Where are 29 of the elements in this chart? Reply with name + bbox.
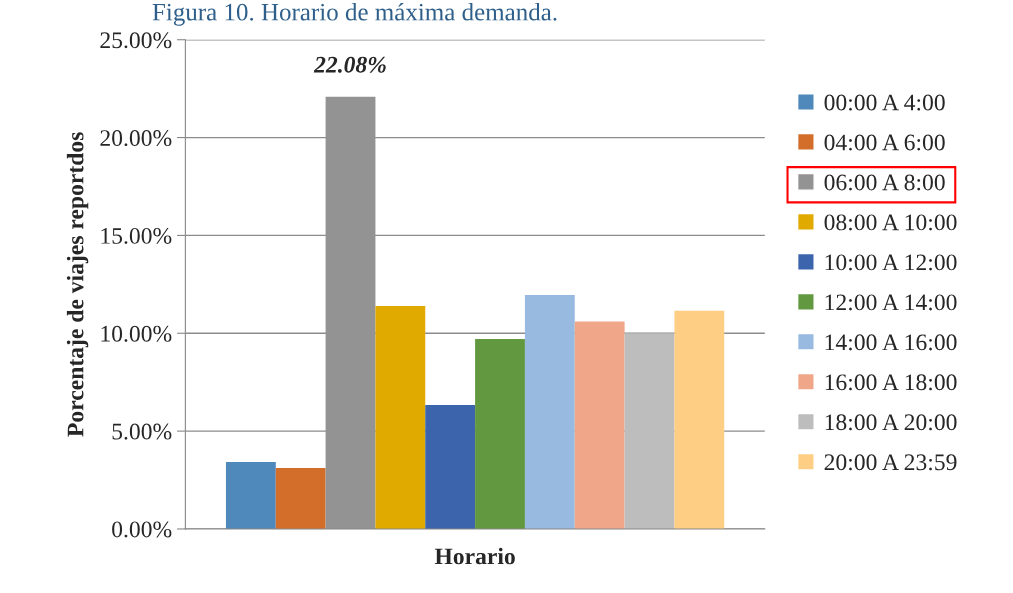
y-tick-label: 25.00% bbox=[100, 32, 172, 49]
y-tick-label: 10.00% bbox=[101, 325, 172, 342]
legend-label: 08:00 A 10:00 bbox=[824, 214, 957, 231]
y-tick-label: 20.00% bbox=[100, 130, 172, 147]
y-tick-label: 15.00% bbox=[101, 227, 172, 244]
legend-label: 18:00 A 20:00 bbox=[825, 414, 957, 431]
chart-title: Figura 10. Horario de máxima demanda. bbox=[152, 2, 557, 26]
legend-label: 10:00 A 12:00 bbox=[825, 254, 957, 271]
legend-label: 06:00 A 8:00 bbox=[824, 174, 945, 191]
legend-label: 20:00 A 23:59 bbox=[824, 454, 957, 471]
bar bbox=[475, 338, 525, 529]
legend-label: 14:00 A 16:00 bbox=[825, 334, 957, 351]
bar bbox=[624, 333, 675, 529]
bar bbox=[375, 306, 426, 529]
y-tick-label: 0.00% bbox=[112, 521, 172, 538]
legend-label: 00:00 A 4:00 bbox=[824, 94, 945, 111]
bar bbox=[674, 310, 725, 529]
bar bbox=[425, 405, 476, 529]
legend-label: 04:00 A 6:00 bbox=[824, 134, 945, 151]
y-tick-label: 5.00% bbox=[112, 423, 172, 440]
bar bbox=[275, 467, 326, 529]
bar bbox=[574, 321, 625, 529]
x-axis-title: Horario bbox=[434, 547, 515, 565]
legend-label: 16:00 A 18:00 bbox=[825, 374, 957, 391]
data-label: 22.08% bbox=[313, 56, 386, 73]
bar bbox=[225, 462, 276, 529]
bar bbox=[524, 294, 575, 529]
legend-label: 12:00 A 14:00 bbox=[825, 294, 957, 311]
y-axis-title: Porcentaje de viajes reportdos bbox=[66, 132, 89, 437]
